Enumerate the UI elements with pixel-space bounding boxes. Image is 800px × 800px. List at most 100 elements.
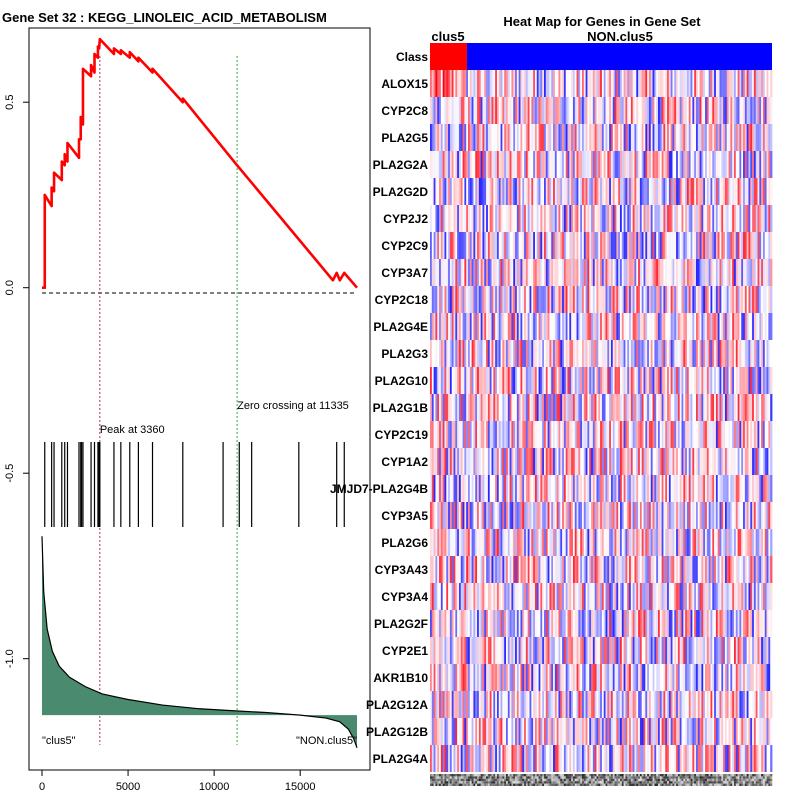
heatmap-cell (681, 286, 684, 313)
heatmap-cell (580, 610, 583, 637)
heatmap-cell (639, 259, 643, 286)
heatmap-cell (500, 259, 503, 286)
heatmap-cell (658, 691, 661, 718)
heatmap-cell (572, 691, 576, 718)
heatmap-cell (596, 259, 599, 286)
heatmap-cell (701, 475, 704, 502)
heatmap-cell (565, 367, 568, 394)
heatmap-cell (468, 367, 471, 394)
heatmap-cell (737, 259, 740, 286)
heatmap-cell (632, 745, 635, 772)
heatmap-cell (551, 421, 554, 448)
heatmap-cell (551, 394, 554, 421)
heatmap-cell (634, 448, 637, 475)
heatmap-cell (478, 232, 482, 259)
heatmap-cell (757, 664, 760, 691)
heatmap-cell (533, 421, 536, 448)
heatmap-cell (629, 637, 632, 664)
heatmap-cell (668, 475, 672, 502)
heatmap-cell (737, 313, 740, 340)
heatmap-cell (768, 340, 771, 367)
heatmap-cell (665, 583, 668, 610)
heatmap-cell (466, 151, 469, 178)
heatmap-cell (598, 367, 601, 394)
heatmap-cell (471, 583, 474, 610)
heatmap-cell (755, 259, 758, 286)
heatmap-cell (567, 745, 570, 772)
heatmap-cell (496, 286, 500, 313)
heatmap-cell (507, 205, 511, 232)
heatmap-cell (712, 259, 715, 286)
heatmap-cell (743, 205, 746, 232)
heatmap-cell (686, 124, 690, 151)
heatmap-cell (458, 394, 462, 421)
heatmap-cell (511, 394, 514, 421)
heatmap-cell (656, 718, 659, 745)
heatmap-cell (761, 583, 764, 610)
heatmap-cell (652, 124, 655, 151)
heatmap-cell (437, 448, 440, 475)
heatmap-cell (563, 691, 567, 718)
heatmap-cell (433, 745, 436, 772)
heatmap-cell (506, 718, 509, 745)
heatmap-cell (639, 367, 643, 394)
heatmap-cell (484, 448, 487, 475)
heatmap-cell (509, 313, 512, 340)
heatmap-cell (571, 421, 574, 448)
heatmap-cell (444, 97, 447, 124)
heatmap-cell (522, 421, 525, 448)
heatmap-cell (676, 151, 679, 178)
heatmap-cell (504, 151, 507, 178)
heatmap-cell (549, 286, 552, 313)
heatmap-cell (764, 556, 767, 583)
heatmap-cell (558, 367, 561, 394)
heatmap-cell (525, 151, 529, 178)
heatmap-cell (478, 151, 482, 178)
heatmap-cell (658, 394, 661, 421)
heatmap-cell (739, 394, 742, 421)
heatmap-cell (648, 313, 652, 340)
heatmap-cell (761, 637, 764, 664)
heatmap-cell (455, 313, 458, 340)
heatmap-cell (449, 286, 453, 313)
heatmap-cell (527, 664, 530, 691)
heatmap-cell (500, 124, 503, 151)
heatmap-cell (576, 394, 579, 421)
heatmap-cell (560, 394, 563, 421)
heatmap-cell (563, 97, 567, 124)
heatmap-cell (509, 286, 512, 313)
heatmap-cell (475, 529, 478, 556)
heatmap-cell (632, 448, 635, 475)
heatmap-cell (681, 664, 684, 691)
heatmap-cell (591, 664, 594, 691)
heatmap-cell (460, 205, 463, 232)
heatmap-cell (449, 718, 453, 745)
heatmap-cell (469, 259, 473, 286)
heatmap-cell (735, 70, 739, 97)
heatmap-cell (743, 529, 746, 556)
heatmap-cell (603, 97, 606, 124)
heatmap-cell (522, 97, 525, 124)
heatmap-cell (482, 178, 485, 205)
heatmap-cell (701, 502, 704, 529)
heatmap-cell (726, 367, 729, 394)
heatmap-cell (511, 583, 514, 610)
heatmap-cell (567, 367, 570, 394)
heatmap-cell (645, 394, 648, 421)
heatmap-cell (598, 610, 601, 637)
heatmap-cell (712, 367, 715, 394)
heatmap-cell (578, 205, 581, 232)
heatmap-cell (522, 367, 525, 394)
heatmap-cell (688, 502, 691, 529)
heatmap-cell (710, 367, 713, 394)
heatmap-cell (433, 475, 436, 502)
heatmap-cell (630, 70, 634, 97)
heatmap-cell (578, 529, 581, 556)
heatmap-cell (591, 394, 594, 421)
heatmap-cell (585, 367, 588, 394)
heatmap-cell (460, 718, 463, 745)
heatmap-cell (527, 610, 530, 637)
heatmap-cell (460, 394, 463, 421)
heatmap-cell (527, 448, 530, 475)
heatmap-cell (596, 745, 599, 772)
